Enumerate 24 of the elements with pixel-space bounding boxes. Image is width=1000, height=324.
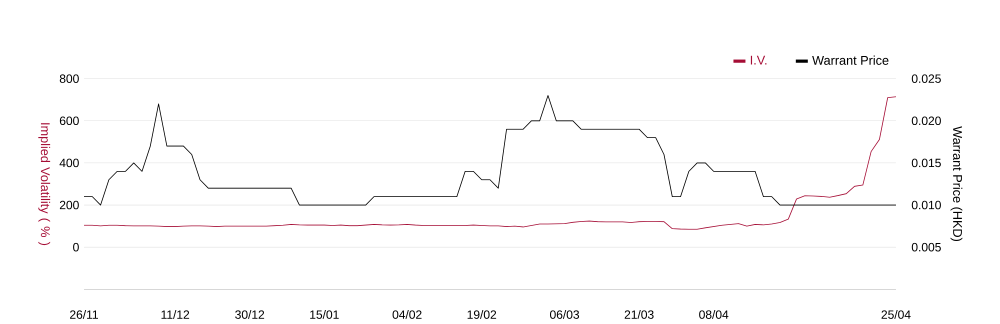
x-tick-label: 11/12	[162, 310, 190, 319]
y-tick-label: 600	[60, 116, 79, 126]
y2-tick-label: 0.020	[912, 116, 941, 126]
y-tick-label: 800	[60, 74, 79, 83]
x-tick-label: 15/01	[310, 310, 339, 319]
x-tick-label: 19/02	[468, 310, 496, 319]
y2-tick-label: 0.010	[912, 200, 941, 210]
legend-label: I.V.	[750, 56, 766, 65]
x-tick-label: 25/04	[882, 310, 911, 319]
y2-tick-label: 0.015	[912, 158, 941, 168]
y-tick-label: 400	[60, 158, 79, 168]
y2-tick-label: 0.005	[912, 242, 941, 252]
x-tick-label: 26/11	[70, 310, 98, 319]
x-tick-label: 21/03	[624, 310, 654, 319]
y2-axis-title: Warrant Price (HKD)	[950, 126, 962, 242]
x-tick-label: 06/03	[550, 310, 580, 319]
x-tick-label: 04/02	[392, 310, 422, 319]
y2-tick-label: 0.025	[912, 74, 941, 83]
y-tick-label: 200	[60, 200, 79, 210]
legend-label: Warrant Price	[812, 56, 888, 65]
y-tick-label: 0	[73, 242, 79, 252]
x-tick-label: 30/12	[235, 310, 264, 319]
x-tick-label: 08/04	[699, 310, 728, 319]
y-axis-title: Implied Volatility ( % )	[38, 123, 50, 246]
